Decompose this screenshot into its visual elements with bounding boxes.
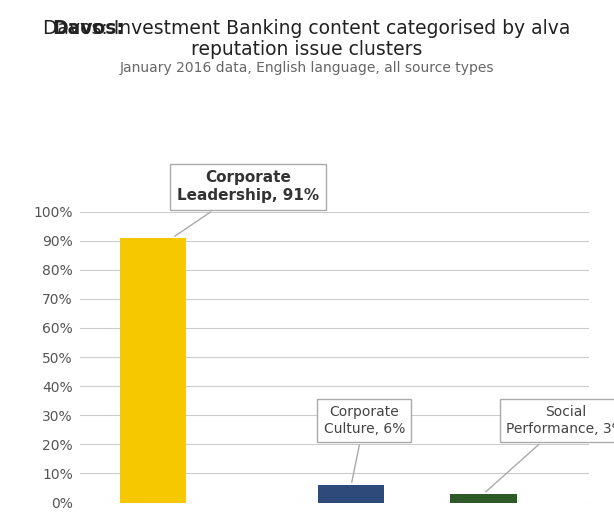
Text: January 2016 data, English language, all source types: January 2016 data, English language, all…	[120, 61, 494, 75]
Text: Davos: Investment Banking content categorised by alva: Davos: Investment Banking content catego…	[44, 19, 570, 38]
Text: reputation issue clusters: reputation issue clusters	[192, 40, 422, 59]
Bar	[120, 238, 185, 503]
Text: Corporate
Leadership, 91%: Corporate Leadership, 91%	[175, 170, 319, 236]
Text: Social
Performance, 3%: Social Performance, 3%	[486, 405, 614, 492]
Text: Corporate
Culture, 6%: Corporate Culture, 6%	[324, 405, 405, 482]
Text: Davos:: Davos:	[52, 19, 124, 38]
Bar	[318, 485, 384, 503]
Bar	[451, 494, 516, 503]
